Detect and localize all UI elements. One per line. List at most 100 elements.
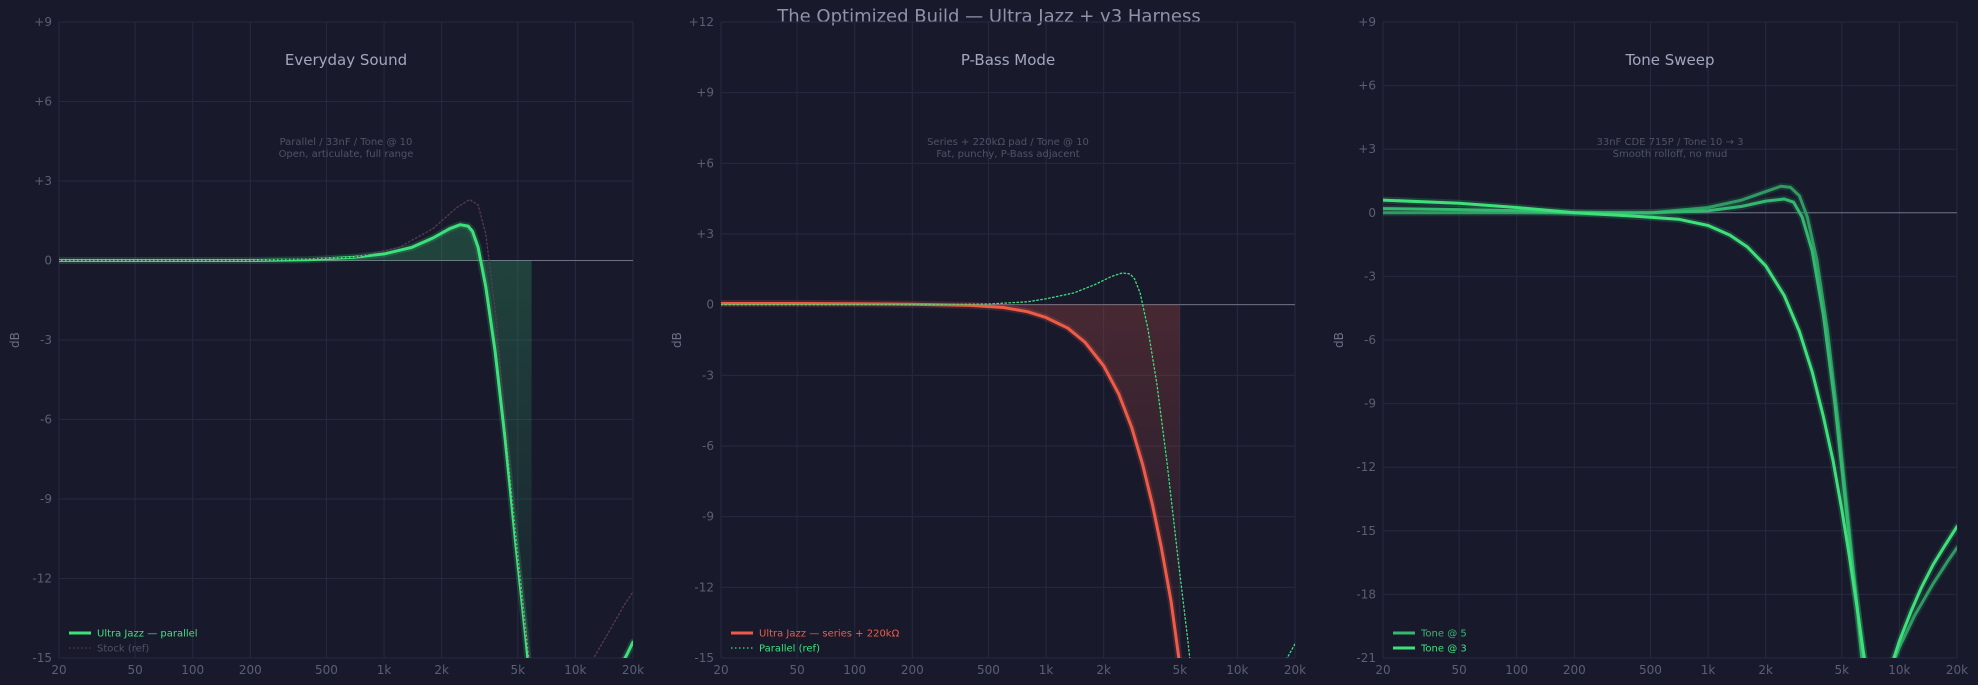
x-tick-label: 200 — [1563, 663, 1586, 677]
y-tick-label: -3 — [1364, 269, 1376, 283]
y-tick-label: -18 — [1356, 587, 1376, 601]
y-tick-label: -21 — [1356, 651, 1376, 665]
x-tick-label: 50 — [1451, 663, 1466, 677]
area-fill — [721, 303, 1180, 658]
y-tick-label: -12 — [694, 580, 714, 594]
legend-label: Stock (ref) — [97, 644, 149, 655]
plot-area — [1383, 182, 1957, 658]
panel-subtitle: Series + 220kΩ pad / Tone @ 10 — [927, 137, 1089, 148]
panel-2: 20 50 100 200 500 1k 2k 5k 10k 20k -15 -12 -9 -6 -3 0 +3… — [670, 15, 1306, 677]
series-line — [1286, 643, 1295, 658]
plot-area — [721, 272, 1295, 658]
panel-subtitle: Fat, punchy, P-Bass adjacent — [936, 149, 1079, 160]
x-tick-label: 10k — [564, 663, 586, 677]
y-tick-label: +9 — [1358, 15, 1376, 29]
series-line — [59, 198, 531, 658]
panel-title: Everyday Sound — [285, 51, 407, 69]
y-tick-label: -9 — [1364, 397, 1376, 411]
y-axis-label: dB — [670, 332, 684, 348]
x-tick-label: 5k — [511, 663, 526, 677]
x-tick-label: 100 — [843, 663, 866, 677]
y-tick-label: 0 — [706, 298, 714, 312]
x-tick-label: 20k — [622, 663, 644, 677]
x-tick-label: 1k — [377, 663, 392, 677]
y-axis-label: dB — [1332, 332, 1346, 348]
x-tick-label: 10k — [1226, 663, 1248, 677]
x-tick-label: 20 — [51, 663, 66, 677]
x-tick-label: 200 — [239, 663, 262, 677]
series-glow — [1383, 182, 1866, 658]
x-tick-label: 5k — [1173, 663, 1188, 677]
y-tick-label: +3 — [1358, 142, 1376, 156]
x-tick-label: 500 — [977, 663, 1000, 677]
y-tick-label: -12 — [32, 572, 52, 586]
y-tick-label: +6 — [1358, 79, 1376, 93]
x-tick-label: 20 — [713, 663, 728, 677]
x-tick-label: 1k — [1701, 663, 1716, 677]
x-tick-label: 2k — [434, 663, 449, 677]
series-line — [1383, 197, 1866, 658]
series-line — [1893, 546, 1957, 658]
y-tick-label: -6 — [702, 439, 714, 453]
series-line — [1383, 184, 1864, 658]
panel-1: 20 50 100 200 500 1k 2k 5k 10k 20k -15 -12 -9 -6 -3 0 +3… — [8, 15, 644, 677]
legend-label: Parallel (ref) — [759, 644, 820, 655]
y-tick-label: -9 — [40, 492, 52, 506]
y-tick-label: +9 — [696, 86, 714, 100]
y-tick-label: -9 — [702, 510, 714, 524]
y-tick-label: -3 — [40, 333, 52, 347]
series-glow — [1891, 544, 1957, 658]
y-tick-label: -3 — [702, 368, 714, 382]
y-tick-label: 0 — [1368, 206, 1376, 220]
x-tick-label: 20k — [1284, 663, 1306, 677]
y-tick-label: +12 — [689, 15, 714, 29]
panel-subtitle: 33nF CDE 715P / Tone 10 → 3 — [1596, 137, 1743, 148]
x-tick-label: 10k — [1888, 663, 1910, 677]
x-tick-label: 20 — [1375, 663, 1390, 677]
area-fill — [59, 224, 532, 658]
x-tick-label: 20k — [1946, 663, 1968, 677]
legend-label: Tone @ 5 — [1420, 629, 1467, 640]
x-tick-label: 100 — [181, 663, 204, 677]
y-tick-label: -15 — [32, 651, 52, 665]
series-glow — [59, 221, 532, 658]
series-glow — [1383, 195, 1868, 658]
panel-subtitle: Smooth rolloff, no mud — [1613, 149, 1728, 160]
x-tick-label: 100 — [1505, 663, 1528, 677]
y-axis-label: dB — [8, 332, 22, 348]
series-line — [59, 223, 530, 658]
y-tick-label: -15 — [1356, 524, 1376, 538]
legend-label: Ultra Jazz — series + 220kΩ — [759, 629, 900, 640]
y-tick-label: +9 — [34, 15, 52, 29]
x-tick-label: 50 — [127, 663, 142, 677]
panel-subtitle: Parallel / 33nF / Tone @ 10 — [280, 137, 413, 148]
series-line — [1383, 198, 1866, 658]
y-tick-label: +3 — [34, 174, 52, 188]
y-tick-label: -6 — [1364, 333, 1376, 347]
x-tick-label: 2k — [1758, 663, 1773, 677]
y-tick-label: +3 — [696, 227, 714, 241]
y-tick-label: +6 — [696, 156, 714, 170]
x-tick-label: 500 — [315, 663, 338, 677]
x-tick-label: 500 — [1639, 663, 1662, 677]
x-tick-label: 2k — [1096, 663, 1111, 677]
series-glow — [1383, 196, 1868, 658]
panel-subtitle: Open, articulate, full range — [279, 149, 414, 160]
series-line — [721, 272, 1191, 658]
legend-label: Ultra Jazz — parallel — [97, 629, 198, 640]
x-tick-label: 1k — [1039, 663, 1054, 677]
series-line — [592, 591, 633, 658]
legend-label: Tone @ 3 — [1420, 644, 1467, 655]
x-tick-label: 200 — [901, 663, 924, 677]
panel-title: Tone Sweep — [1624, 51, 1714, 69]
y-tick-label: 0 — [44, 254, 52, 268]
panel-3: 20 50 100 200 500 1k 2k 5k 10k 20k -21 -18 -15 -12 -9 -… — [1332, 15, 1968, 677]
panel-title: P-Bass Mode — [961, 51, 1055, 69]
x-tick-label: 50 — [789, 663, 804, 677]
y-tick-label: -15 — [694, 651, 714, 665]
y-tick-label: -12 — [1356, 460, 1376, 474]
series-line — [1892, 525, 1957, 658]
plot-area — [59, 198, 633, 658]
y-tick-label: +6 — [34, 95, 52, 109]
